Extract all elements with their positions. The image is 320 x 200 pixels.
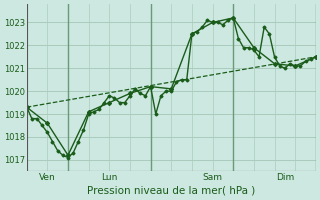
X-axis label: Pression niveau de la mer( hPa ): Pression niveau de la mer( hPa ) bbox=[87, 186, 255, 196]
